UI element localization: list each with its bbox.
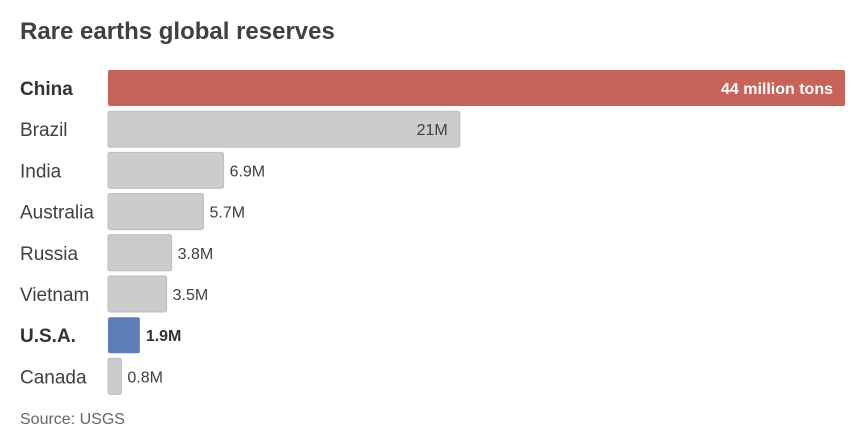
- category-label-russia: Russia: [20, 244, 79, 265]
- bar-brazil: [107, 110, 461, 148]
- value-label-china: 44 million tons: [721, 81, 833, 98]
- value-label-u-s-a: 1.9M: [146, 328, 182, 345]
- value-label-india: 6.9M: [230, 163, 266, 180]
- source-note: Source: USGS: [20, 411, 125, 428]
- category-label-vietnam: Vietnam: [20, 285, 89, 306]
- category-label-india: India: [20, 161, 62, 182]
- value-label-canada: 0.8M: [127, 369, 163, 386]
- value-label-australia: 5.7M: [209, 205, 245, 222]
- bar-u-s-a: [108, 317, 140, 354]
- bar-australia: [107, 193, 204, 231]
- value-label-vietnam: 3.5M: [173, 287, 209, 304]
- bar-russia: [107, 234, 173, 272]
- category-label-brazil: Brazil: [20, 120, 68, 141]
- bar-vietnam: [107, 275, 168, 313]
- chart-title: Rare earths global reserves: [20, 18, 335, 45]
- category-label-china: China: [20, 79, 73, 100]
- value-label-russia: 3.8M: [178, 246, 214, 263]
- category-label-u-s-a: U.S.A.: [20, 326, 76, 347]
- bar-canada: [107, 357, 122, 395]
- category-label-canada: Canada: [20, 367, 87, 388]
- category-label-australia: Australia: [20, 203, 94, 224]
- bar-india: [107, 151, 225, 189]
- bar-china: [108, 70, 845, 106]
- value-label-brazil: 21M: [417, 122, 448, 139]
